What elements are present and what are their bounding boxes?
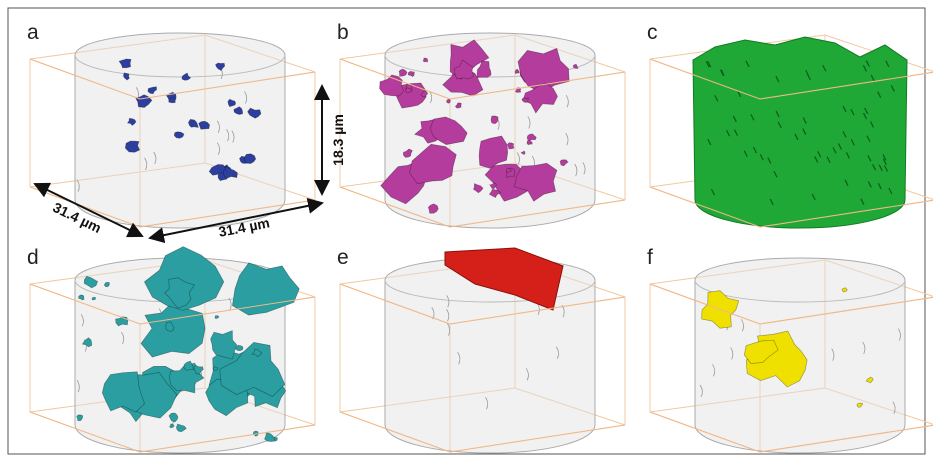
panel-label: d — [27, 246, 39, 269]
panel: d — [27, 246, 315, 453]
particle — [423, 58, 428, 62]
cylinder — [385, 33, 595, 228]
cylinder — [75, 33, 285, 228]
particle — [508, 143, 515, 149]
panel-label: a — [27, 21, 39, 44]
particle — [447, 99, 451, 103]
particle — [174, 132, 184, 139]
particle — [215, 316, 219, 319]
particle — [213, 367, 218, 371]
particle — [169, 98, 176, 103]
panel: f — [647, 246, 933, 453]
phase-volume — [693, 37, 907, 228]
panel: a — [27, 21, 315, 228]
particle — [92, 297, 96, 300]
panel-label: c — [647, 21, 658, 44]
dimension-label: 18.3 µm — [330, 114, 346, 166]
figure: abcdef31.4 µm31.4 µm18.3 µm — [0, 0, 933, 460]
panel: b — [337, 21, 625, 228]
particle — [125, 141, 139, 152]
panel-label: f — [647, 246, 653, 269]
panel-label: b — [337, 21, 349, 44]
particle — [104, 282, 109, 286]
panel: e — [337, 246, 625, 453]
particle — [491, 116, 498, 124]
panel-label: e — [337, 246, 349, 269]
particle — [102, 372, 144, 412]
panel: c — [647, 21, 933, 228]
